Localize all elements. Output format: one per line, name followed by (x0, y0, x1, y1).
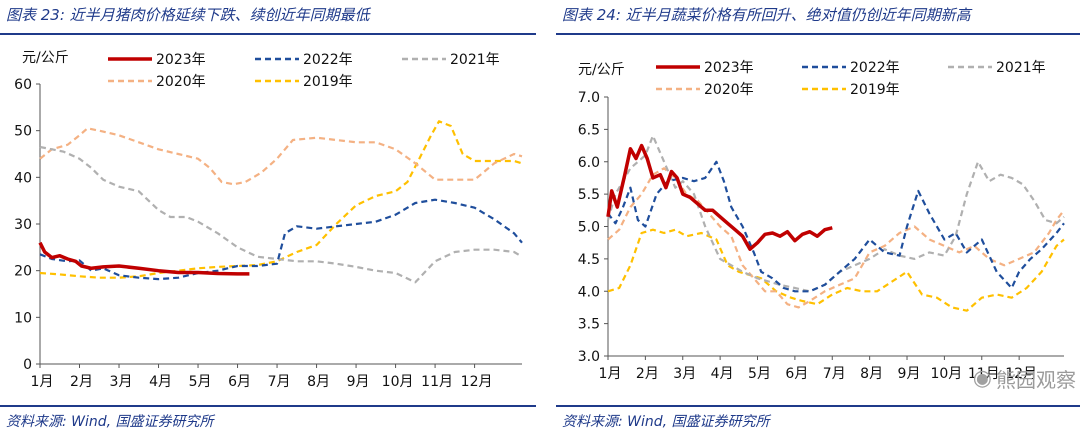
x-tick-label: 7月 (823, 366, 846, 382)
x-tick-label: 9月 (898, 366, 921, 382)
y-axis-label: 元/公斤 (578, 62, 625, 78)
x-tick-label: 6月 (228, 374, 251, 390)
x-tick-label: 8月 (860, 366, 883, 382)
y-tick-label: 0 (23, 357, 32, 373)
y-tick-label: 6.0 (578, 155, 600, 171)
series-line-2019年 (39, 120, 523, 279)
y-tick-label: 20 (14, 264, 32, 280)
series-line-2020年 (607, 167, 1065, 309)
y-tick-label: 5.5 (578, 187, 600, 203)
legend-label: 2019年 (303, 74, 353, 90)
x-tick-label: 3月 (673, 366, 696, 382)
legend-label: 2021年 (996, 60, 1046, 76)
x-tick-label: 12月 (461, 374, 493, 390)
x-tick-label: 5月 (189, 374, 212, 390)
x-tick-label: 4月 (149, 374, 172, 390)
y-tick-label: 4.5 (578, 252, 600, 268)
x-tick-label: 7月 (268, 374, 291, 390)
x-tick-label: 2月 (636, 366, 659, 382)
y-tick-label: 7.0 (578, 90, 600, 106)
chart-title: 图表 23: 近半月猪肉价格延续下跌、续创近年同期最低 (6, 6, 370, 24)
watermark: ◉ 熊园观察 (973, 364, 1076, 393)
y-tick-label: 50 (14, 124, 32, 140)
x-tick-label: 2月 (70, 374, 93, 390)
vegetable-price-chart: 元/公斤 3.0 3.5 4.0 4.5 5.0 5.5 6.0 6.5 7.0 1月 2月 3月 4月 5… (578, 60, 1065, 382)
pork-price-chart: 元/公斤 0 10 20 30 40 50 60 1月 2月 3月 4月 5月 6月 7月 8月 9月 10月 11… (14, 50, 523, 390)
series-line-2023年 (38, 241, 250, 276)
legend-label: 2020年 (704, 82, 754, 98)
legend-label: 2022年 (303, 52, 353, 68)
source-divider (556, 405, 1080, 407)
y-tick-label: 3.0 (578, 349, 600, 365)
series-line-2020年 (39, 127, 523, 186)
y-tick-label: 3.5 (578, 317, 600, 333)
y-tick-label: 4.0 (578, 284, 600, 300)
x-tick-label: 3月 (110, 374, 133, 390)
chart-title: 图表 24: 近半月蔬菜价格有所回升、绝对值仍创近年同期新高 (562, 6, 971, 24)
series-line-2019年 (607, 228, 1065, 312)
x-tick-label: 1月 (31, 374, 54, 390)
legend-label: 2020年 (156, 74, 206, 90)
x-tick-label: 10月 (382, 374, 414, 390)
y-tick-label: 5.0 (578, 220, 600, 236)
series-line-2022年 (607, 160, 1065, 293)
x-tick-label: 1月 (599, 366, 622, 382)
series-line-2023年 (606, 143, 833, 251)
x-tick-label: 9月 (347, 374, 370, 390)
x-tick-label: 10月 (930, 366, 962, 382)
x-tick-label: 12月 (1005, 366, 1037, 382)
watermark-text: 熊园观察 (996, 368, 1076, 392)
x-tick-label: 8月 (307, 374, 330, 390)
x-tick-label: 5月 (748, 366, 771, 382)
x-tick-label: 4月 (711, 366, 734, 382)
legend-label: 2022年 (850, 60, 900, 76)
x-tick-label: 11月 (968, 366, 1000, 382)
y-tick-label: 6.5 (578, 122, 600, 138)
title-divider (556, 33, 1080, 35)
title-divider (0, 33, 536, 35)
y-tick-label: 40 (14, 170, 32, 186)
wechat-icon: ◉ (972, 366, 992, 391)
legend-label: 2021年 (450, 52, 500, 68)
source-divider (0, 405, 536, 407)
chart-source: 资料来源: Wind, 国盛证券研究所 (6, 414, 214, 430)
series-line-2021年 (39, 145, 523, 284)
x-tick-label: 11月 (421, 374, 453, 390)
x-tick-label: 6月 (785, 366, 808, 382)
chart-source: 资料来源: Wind, 国盛证券研究所 (562, 414, 770, 430)
legend-label: 2023年 (156, 52, 206, 68)
legend-label: 2019年 (850, 82, 900, 98)
y-tick-label: 10 (14, 310, 32, 326)
chart-panel-pork: 图表 23: 近半月猪肉价格延续下跌、续创近年同期最低 元/公斤 0 10 20 30 4… (0, 0, 536, 437)
chart-panel-vegetable: 图表 24: 近半月蔬菜价格有所回升、绝对值仍创近年同期新高 元/公斤 3.0 3.… (556, 0, 1080, 437)
y-axis-label: 元/公斤 (22, 50, 69, 66)
y-tick-label: 30 (14, 217, 32, 233)
y-tick-label: 60 (14, 77, 32, 93)
legend-label: 2023年 (704, 60, 754, 76)
